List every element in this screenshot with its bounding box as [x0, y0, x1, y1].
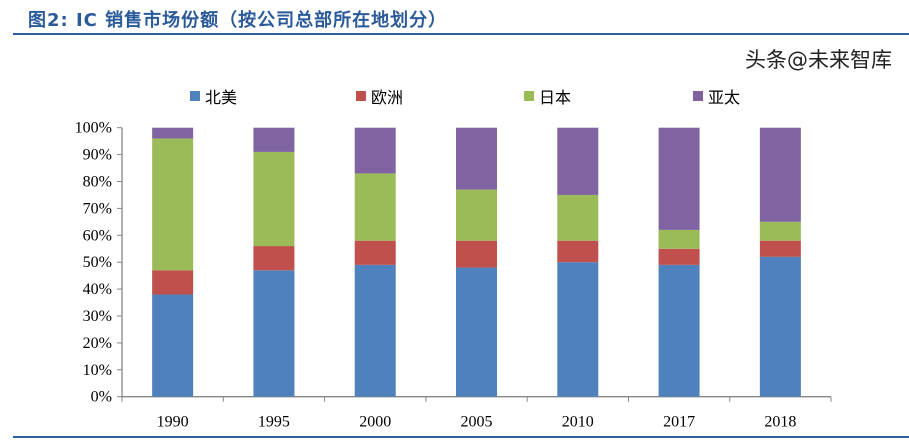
bar-segment-2010-0 — [557, 262, 599, 397]
x-tick-label: 2000 — [359, 414, 391, 431]
legend-label: 亚太 — [708, 88, 740, 107]
bar-segment-2005-1 — [456, 240, 497, 268]
legend-label: 北美 — [205, 88, 237, 107]
bottom-rule — [13, 436, 909, 438]
title-underline — [13, 33, 909, 35]
y-tick-label: 90% — [83, 147, 112, 164]
y-tick-label: 20% — [83, 335, 112, 352]
bar-segment-1995-1 — [253, 246, 295, 271]
bar-segment-2000-1 — [354, 240, 396, 265]
y-tick-label: 40% — [83, 281, 112, 298]
legend-swatch-2 — [524, 91, 534, 101]
bar-segment-2000-3 — [354, 127, 396, 174]
bar-segment-2017-1 — [658, 248, 700, 265]
bar-segment-2018-1 — [759, 240, 801, 257]
legend-label: 欧洲 — [371, 88, 403, 107]
bar-segment-2018-2 — [759, 221, 801, 241]
y-tick-label: 10% — [83, 362, 112, 379]
bar-segment-2000-2 — [354, 173, 396, 241]
figure-title: 图2: IC 销售市场份额（按公司总部所在地划分） — [28, 10, 448, 31]
x-tick-label: 1990 — [157, 414, 189, 431]
bar-segment-1995-2 — [253, 151, 295, 247]
x-tick-label: 1995 — [258, 414, 290, 431]
y-tick-label: 70% — [83, 200, 112, 217]
bar-segment-2005-3 — [456, 127, 497, 190]
x-tick-label: 2010 — [562, 414, 594, 431]
watermark: 头条@未来智库 — [745, 48, 892, 72]
bar-segment-2017-3 — [658, 127, 700, 230]
bar-segment-2010-1 — [557, 240, 599, 263]
x-tick-label: 2005 — [461, 414, 493, 431]
bar-segment-2000-0 — [354, 264, 396, 397]
bar-segment-2010-3 — [557, 127, 599, 195]
legend-label: 日本 — [539, 88, 571, 107]
y-tick-label: 50% — [83, 254, 112, 271]
x-tick-label: 2017 — [663, 414, 695, 431]
bar-segment-1990-0 — [152, 294, 194, 397]
bar-segment-2010-2 — [557, 194, 599, 241]
bar-segment-1995-3 — [253, 127, 295, 152]
y-tick-label: 30% — [83, 308, 112, 325]
y-tick-label: 60% — [83, 227, 112, 244]
bar-segment-2018-3 — [759, 127, 801, 222]
x-tick-label: 2018 — [764, 414, 796, 431]
legend-swatch-1 — [356, 91, 366, 101]
bar-segment-2017-0 — [658, 264, 700, 397]
bar-segment-2005-0 — [456, 267, 497, 397]
y-tick-label: 100% — [75, 120, 112, 137]
bar-segment-1990-1 — [152, 270, 194, 295]
bar-segment-2017-2 — [658, 229, 700, 249]
bar-segment-2005-2 — [456, 189, 497, 241]
bar-segment-1990-3 — [152, 127, 194, 139]
bar-segment-1995-0 — [253, 270, 295, 397]
legend-swatch-3 — [693, 91, 703, 101]
bar-segment-2018-0 — [759, 256, 801, 397]
bar-segment-1990-2 — [152, 138, 194, 271]
y-tick-label: 0% — [91, 389, 112, 406]
legend-swatch-0 — [190, 91, 200, 101]
y-tick-label: 80% — [83, 174, 112, 191]
